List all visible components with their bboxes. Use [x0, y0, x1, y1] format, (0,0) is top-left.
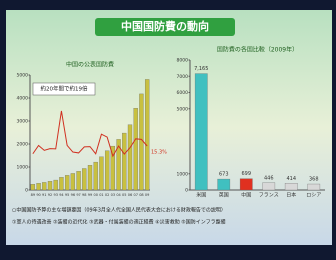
bar	[77, 171, 81, 190]
note: ○中国国防予算の主な増額要因（09年3月全人代全国人民代表大会における財政報告で…	[12, 207, 226, 214]
x-tick-label: 94	[59, 193, 64, 197]
bar	[37, 183, 41, 190]
x-tick-label: 米国	[196, 192, 206, 199]
x-tick-label: 日本	[286, 192, 296, 199]
value-label: 414	[286, 176, 296, 182]
x-tick-label: 02	[105, 193, 109, 197]
bar	[218, 179, 230, 190]
bar	[48, 181, 52, 190]
bar	[308, 184, 320, 190]
bar	[54, 180, 58, 190]
annotation: 約20年間で約19倍	[41, 85, 88, 93]
x-tick-label: 90	[36, 193, 40, 197]
y-tick-label: 1000	[177, 171, 189, 177]
x-tick-label: 91	[42, 193, 46, 197]
line-label: 15.3%	[151, 150, 167, 156]
bar	[42, 182, 46, 190]
bar	[105, 151, 109, 190]
bar	[88, 165, 92, 190]
x-tick-label: 89	[31, 193, 35, 197]
bar	[128, 125, 132, 190]
bar	[195, 74, 207, 190]
bar	[71, 173, 75, 190]
y-tick-label: 0	[185, 188, 188, 194]
x-tick-label: 06	[128, 193, 132, 197]
page: {"slide":{"title":"中国国防費の動向","notes":["○…	[0, 0, 336, 260]
bar	[99, 157, 103, 190]
bar	[65, 175, 69, 190]
x-tick-label: 99	[88, 193, 92, 197]
note: ①軍人の待遇改善 ②装備の近代化 ③武器・付属装備の適正経費 ④災害救助 ⑤国防…	[12, 219, 226, 226]
y-tick-label: 2000	[17, 142, 29, 148]
y-tick-label: 0	[25, 188, 28, 194]
bar	[263, 183, 275, 190]
y-tick-label: 8000	[177, 58, 189, 64]
bar	[145, 79, 149, 190]
x-tick-label: ロシア	[306, 193, 321, 199]
value-label: 673	[219, 172, 229, 178]
y-tick-label: 1000	[17, 165, 29, 171]
slide: 中国国防費の動向 ○中国国防予算の主な増額要因（09年3月全人代全国人民代表大会…	[0, 0, 336, 260]
x-tick-label: 04	[116, 193, 121, 197]
value-label: 368	[309, 177, 319, 183]
bar	[240, 179, 252, 190]
y-tick-label: 5000	[177, 106, 189, 112]
bar	[122, 133, 126, 190]
y-tick-label: 7000	[177, 74, 189, 80]
x-tick-label: 01	[99, 193, 103, 197]
x-tick-label: 98	[82, 193, 86, 197]
x-tick-label: フランス	[259, 193, 279, 199]
chart-title: 中国の公表国防費	[66, 61, 114, 69]
x-tick-label: 96	[71, 193, 75, 197]
y-tick-label: 6000	[177, 90, 189, 96]
x-tick-label: 03	[111, 193, 115, 197]
slide-title: 中国国防費の動向	[121, 19, 209, 33]
chart-title: 国防費の各国比較（2009年）	[217, 46, 298, 54]
x-tick-label: 09	[145, 193, 149, 197]
y-tick-label: 5000	[17, 73, 29, 79]
x-tick-label: 92	[48, 193, 52, 197]
bar	[59, 177, 63, 190]
bar	[134, 108, 138, 190]
x-tick-label: 97	[76, 193, 80, 197]
x-tick-label: 00	[93, 193, 97, 197]
value-label: 446	[264, 175, 274, 181]
value-label: 7,165	[194, 66, 208, 72]
y-tick-label: 3000	[17, 119, 29, 125]
x-tick-label: 93	[53, 193, 57, 197]
bar	[285, 183, 297, 190]
x-tick-label: 中国	[241, 192, 251, 199]
x-tick-label: 英国	[219, 192, 229, 199]
x-tick-label: 08	[139, 193, 143, 197]
bar	[139, 94, 143, 190]
x-tick-label: 05	[122, 193, 126, 197]
y-tick-label: 4000	[17, 96, 29, 102]
bar	[82, 168, 86, 190]
bar	[31, 184, 35, 190]
bar	[94, 162, 98, 190]
x-tick-label: 95	[65, 193, 69, 197]
value-label: 699	[241, 171, 251, 177]
x-tick-label: 07	[133, 193, 137, 197]
